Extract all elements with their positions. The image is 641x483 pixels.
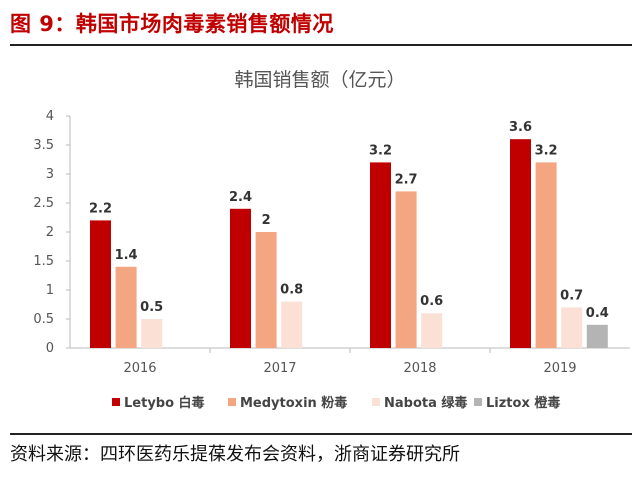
bar (586, 324, 608, 348)
data-label: 0.7 (560, 288, 583, 303)
data-label: 2.7 (395, 172, 418, 187)
legend-swatch (112, 398, 120, 406)
bar (421, 313, 443, 348)
top-divider (10, 44, 632, 46)
data-label: 0.8 (280, 283, 303, 298)
data-label: 1.4 (115, 248, 138, 263)
x-tick-label: 2017 (263, 361, 296, 376)
bar (561, 307, 583, 348)
bottom-divider (10, 433, 632, 435)
bar (90, 220, 111, 348)
x-tick-label: 2018 (403, 361, 436, 376)
data-label: 2 (262, 213, 271, 228)
bar (395, 191, 417, 348)
y-tick-label: 2.5 (33, 196, 54, 211)
x-tick-label: 2019 (543, 361, 576, 376)
legend-swatch (228, 398, 236, 406)
bar (141, 319, 163, 348)
y-tick-label: 1 (46, 283, 54, 298)
data-label: 2.2 (89, 201, 112, 216)
bar (255, 232, 277, 348)
legend-label: Letybo 白毒 (124, 395, 205, 411)
x-tick-label: 2016 (123, 361, 156, 376)
source-note: 资料来源：四环医药乐提葆发布会资料，浙商证券研究所 (10, 444, 460, 465)
y-tick-label: 0.5 (33, 312, 54, 327)
bar (370, 162, 391, 348)
y-tick-label: 1.5 (33, 254, 54, 269)
bar (535, 162, 557, 348)
bar (115, 266, 137, 348)
bar (230, 208, 251, 348)
data-label: 2.4 (229, 190, 252, 205)
y-tick-label: 4 (46, 109, 54, 124)
legend-label: Nabota 绿毒 (384, 395, 467, 411)
legend-label: Medytoxin 粉毒 (240, 395, 347, 411)
data-label: 3.2 (369, 143, 392, 158)
data-label: 0.6 (420, 294, 443, 309)
y-tick-label: 0 (46, 341, 54, 356)
y-tick-label: 3.5 (33, 138, 54, 153)
legend-swatch (372, 398, 380, 406)
data-label: 3.2 (535, 143, 558, 158)
bar (281, 301, 303, 348)
legend-label: Liztox 橙毒 (486, 395, 560, 411)
data-label: 3.6 (509, 120, 532, 135)
y-tick-label: 2 (46, 225, 54, 240)
y-tick-label: 3 (46, 167, 54, 182)
chart-title: 韩国销售额（亿元） (234, 69, 405, 91)
legend-swatch (474, 398, 482, 406)
bar (510, 139, 531, 348)
data-label: 0.4 (586, 306, 609, 321)
figure-title: 图 9：韩国市场肉毒素销售额情况 (10, 12, 334, 36)
data-label: 0.5 (140, 300, 163, 315)
